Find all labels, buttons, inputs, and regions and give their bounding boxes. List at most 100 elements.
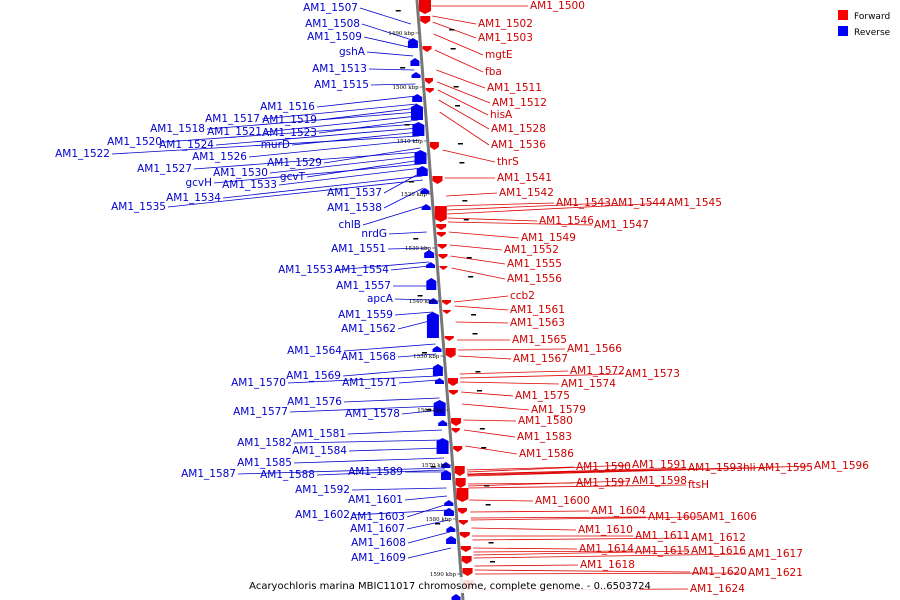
label-leader-lines bbox=[111, 5, 813, 591]
reverse-gene-label: AM1_1507 bbox=[303, 2, 358, 14]
reverse-gene-feature bbox=[411, 72, 421, 78]
forward-leader-line bbox=[470, 516, 701, 521]
forward-gene-label: AM1_1597 bbox=[576, 477, 631, 489]
reverse-gene-label: AM1_1557 bbox=[336, 280, 391, 292]
reverse-gene-label: AM1_1518 bbox=[150, 123, 205, 135]
forward-gene-label: AM1_1563 bbox=[510, 317, 565, 329]
reverse-gene-feature bbox=[410, 58, 420, 66]
reverse-gene-label: AM1_1554 bbox=[334, 264, 389, 276]
forward-gene-label: AM1_1556 bbox=[507, 273, 562, 285]
forward-gene-label: AM1_1605 bbox=[648, 511, 703, 523]
forward-gene-feature bbox=[462, 568, 473, 576]
forward-gene-label: AM1_1572 bbox=[570, 365, 625, 377]
minor-feature-mark bbox=[413, 238, 419, 240]
forward-gene-label: AM1_1567 bbox=[513, 353, 568, 365]
legend-forward-label: Forward bbox=[854, 12, 890, 22]
reverse-leader-line bbox=[351, 509, 449, 516]
forward-gene-feature bbox=[419, 0, 431, 14]
reverse-leader-line bbox=[269, 155, 422, 174]
reverse-gene-label: AM1_1519 bbox=[262, 114, 317, 126]
forward-gene-label: AM1_1614 bbox=[579, 543, 634, 555]
forward-leader-line bbox=[470, 516, 647, 519]
forward-gene-feature bbox=[424, 78, 433, 84]
forward-leader-line bbox=[438, 99, 490, 130]
minor-feature-mark bbox=[400, 67, 406, 69]
forward-leader-line bbox=[473, 547, 578, 550]
forward-gene-label: AM1_1590 bbox=[576, 461, 631, 473]
forward-gene-feature bbox=[436, 232, 446, 237]
forward-gene-label: AM1_1543 bbox=[556, 197, 611, 209]
forward-gene-label: AM1_1573 bbox=[625, 368, 680, 380]
legend: Forward Reverse bbox=[838, 10, 891, 38]
minor-feature-mark bbox=[430, 466, 436, 468]
chromosome-backbone bbox=[415, 0, 465, 600]
minor-feature-mark bbox=[395, 10, 401, 12]
forward-gene-feature bbox=[458, 520, 468, 525]
forward-leader-line bbox=[458, 355, 512, 360]
forward-gene-label: AM1_1624 bbox=[690, 583, 745, 595]
reverse-leader-line bbox=[404, 495, 448, 501]
reverse-gene-feature bbox=[421, 204, 431, 210]
reverse-leader-line bbox=[263, 115, 418, 133]
forward-gene-label: AM1_1545 bbox=[667, 197, 722, 209]
forward-gene-label: AM1_1615 bbox=[635, 545, 690, 557]
reverse-gene-label: AM1_1584 bbox=[292, 445, 347, 457]
reverse-gene-label: AM1_1582 bbox=[237, 437, 292, 449]
forward-leader-line bbox=[439, 111, 490, 146]
forward-leader-line bbox=[474, 569, 691, 573]
reverse-leader-line bbox=[370, 83, 416, 86]
forward-gene-label: thrS bbox=[497, 156, 519, 168]
forward-leader-line bbox=[468, 484, 687, 489]
reverse-leader-line bbox=[306, 159, 422, 178]
reverse-gene-label: AM1_1608 bbox=[351, 537, 406, 549]
forward-gene-feature bbox=[460, 546, 471, 552]
reverse-leader-line bbox=[248, 139, 420, 158]
forward-leader-line bbox=[470, 510, 590, 513]
forward-gene-feature bbox=[429, 142, 439, 150]
kbp-tick-label: 1520 kbp bbox=[401, 192, 428, 198]
forward-gene-label: AM1_1610 bbox=[578, 524, 633, 536]
forward-gene-label: AM1_1555 bbox=[507, 258, 562, 270]
reverse-leader-line bbox=[387, 247, 429, 250]
forward-leader-line bbox=[432, 21, 477, 39]
forward-gene-label: AM1_1586 bbox=[519, 448, 574, 460]
reverse-leader-line bbox=[359, 7, 411, 25]
forward-gene-feature bbox=[425, 88, 434, 93]
reverse-gene-label: AM1_1602 bbox=[295, 509, 350, 521]
forward-leader-line bbox=[449, 244, 503, 251]
forward-gene-feature bbox=[444, 336, 454, 341]
forward-gene-feature bbox=[422, 46, 432, 52]
reverse-leader-line bbox=[163, 123, 419, 143]
forward-gene-label: AM1_1580 bbox=[518, 415, 573, 427]
reverse-leader-line bbox=[406, 519, 449, 530]
forward-leader-line bbox=[448, 221, 593, 226]
forward-leader-line bbox=[463, 419, 517, 422]
reverse-gene-feature bbox=[432, 364, 443, 376]
kbp-tick-label: 1490 kbp bbox=[388, 31, 415, 37]
reverse-gene-feature bbox=[426, 312, 439, 338]
reverse-gene-feature bbox=[432, 346, 442, 352]
minor-feature-mark bbox=[468, 276, 474, 278]
forward-gene-label: AM1_1618 bbox=[580, 559, 635, 571]
reverse-leader-line bbox=[287, 375, 438, 384]
reverse-gene-feature bbox=[446, 536, 457, 544]
reverse-gene-label: gcvH bbox=[185, 177, 212, 189]
forward-leader-line bbox=[460, 381, 560, 385]
forward-leader-line bbox=[467, 465, 813, 477]
minor-feature-mark bbox=[476, 390, 482, 392]
reverse-leader-line bbox=[289, 405, 441, 413]
forward-leader-line bbox=[447, 202, 666, 215]
reverse-gene-label: nrdG bbox=[361, 228, 387, 240]
reverse-gene-label: AM1_1559 bbox=[338, 309, 393, 321]
reverse-leader-line bbox=[383, 171, 423, 194]
forward-gene-label: AM1_1512 bbox=[492, 97, 547, 109]
reverse-gene-label: AM1_1577 bbox=[233, 406, 288, 418]
kbp-tick-label: 1550 kbp bbox=[413, 354, 440, 360]
minor-feature-mark bbox=[485, 504, 491, 506]
reverse-gene-feature bbox=[428, 298, 438, 304]
reverse-leader-line bbox=[316, 95, 417, 108]
reverse-gene-label: AM1_1533 bbox=[222, 179, 277, 191]
reverse-gene-feature bbox=[433, 400, 446, 416]
forward-gene-label: AM1_1541 bbox=[497, 172, 552, 184]
reverse-gene-label: AM1_1537 bbox=[327, 187, 382, 199]
